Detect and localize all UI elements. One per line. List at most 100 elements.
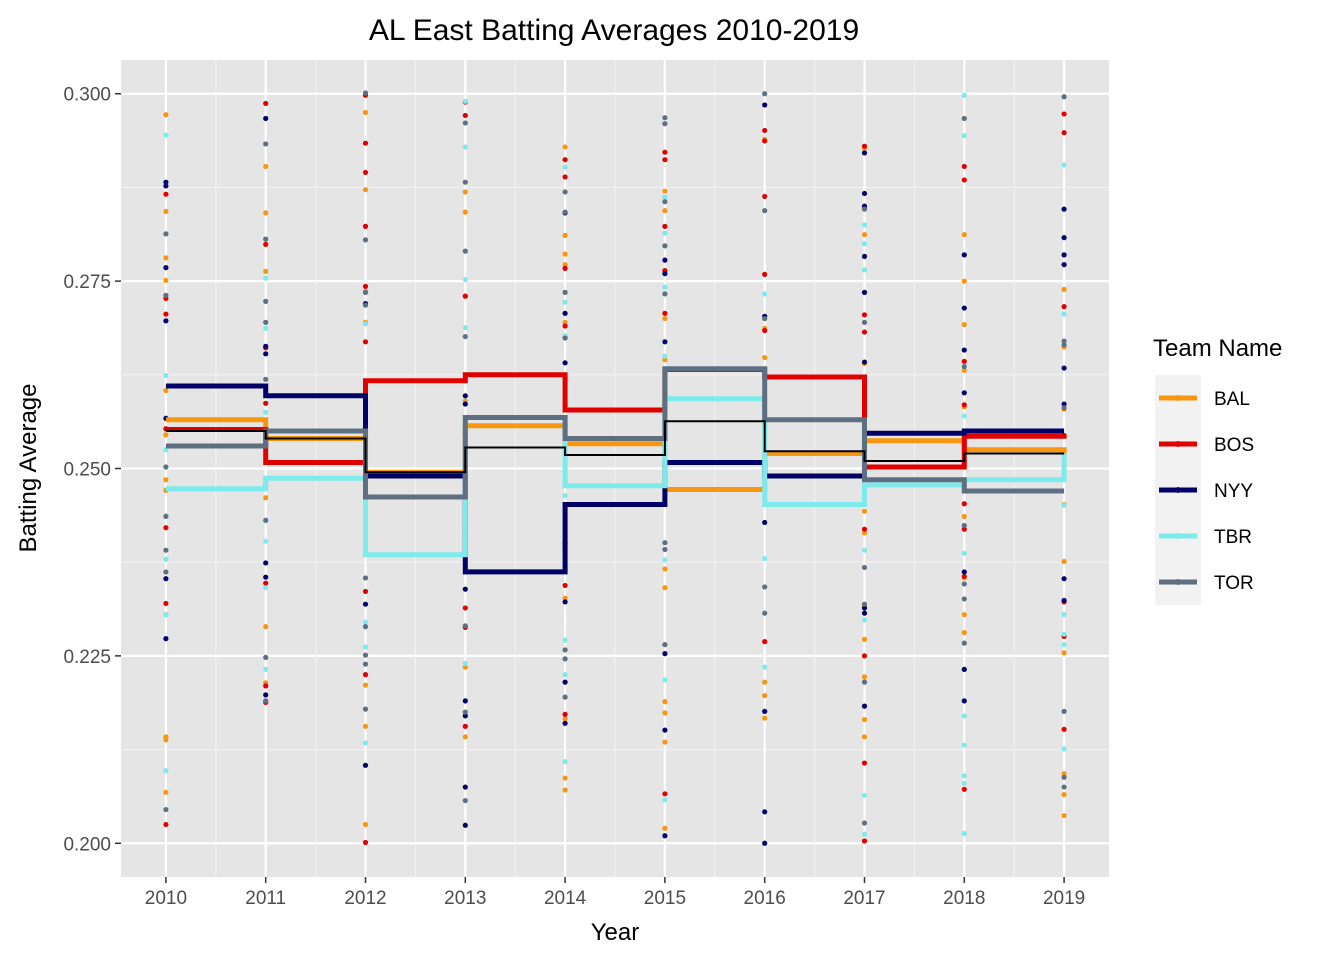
player-point-tor [263,698,269,704]
player-point-nyy [362,762,369,768]
player-point-bos [462,112,468,119]
player-point-bos [662,791,668,797]
player-point-tbr [861,547,868,553]
player-point-tbr [163,556,169,562]
player-point-bal [662,188,668,194]
player-point-nyy [861,253,868,259]
player-point-bal [861,508,868,514]
player-point-tbr [362,740,369,746]
player-point-nyy [562,360,568,366]
player-point-tbr [861,792,868,798]
player-point-bal [263,268,269,274]
player-point-tor [662,199,668,205]
player-point-bal [562,262,568,268]
series-lines [165,366,1067,575]
player-point-tor [662,121,668,127]
player-point-tor [562,289,568,295]
player-point-tbr [1061,162,1067,168]
player-point-bos [961,177,967,183]
player-point-tbr [861,831,868,837]
player-point-bal [562,787,568,793]
x-tick-label: 2019 [1043,888,1085,909]
player-point-bos [961,358,967,364]
player-point-tor [562,656,568,662]
y-tick-label: 0.200 [63,834,111,855]
player-point-bal [562,716,568,722]
x-tick-label: 2018 [943,888,985,909]
player-point-tor [163,513,169,520]
player-point-nyy [263,574,269,580]
player-point-nyy [762,519,768,526]
legend-label: NYY [1214,481,1253,502]
player-point-bos [1061,726,1067,732]
player-point-bos [362,588,369,595]
player-point-nyy [961,390,967,396]
player-point-bal [562,775,568,781]
player-point-tor [462,709,468,715]
player-point-bal [362,682,369,688]
y-tick-label: 0.250 [63,460,111,481]
player-point-bos [263,100,269,107]
player-point-bos [562,174,568,180]
player-point-bos [163,311,169,317]
player-point-bal [362,723,369,729]
player-point-bos [562,323,568,329]
player-point-nyy [562,599,568,605]
player-point-bos [662,149,668,155]
player-point-bal [662,208,668,214]
player-point-nyy [362,601,369,607]
player-point-bos [1061,111,1067,117]
player-point-bal [961,513,967,520]
player-point-bal [362,187,369,193]
player-point-nyy [662,727,668,733]
player-point-bal [163,277,169,283]
player-point-tbr [762,291,768,297]
player-point-tbr [163,372,169,379]
player-point-bal [961,232,967,238]
player-point-nyy [961,252,967,258]
player-point-bos [762,271,768,277]
player-point-bos [362,223,369,229]
legend-item-tor: TOR [1155,559,1254,605]
player-point-bal [861,716,868,723]
player-point-bos [662,223,668,229]
player-point-bos [263,683,269,689]
player-point-bal [562,251,568,257]
player-point-tor [562,335,568,341]
player-point-nyy [562,720,568,726]
player-point-bos [662,310,668,316]
player-point-tor [861,820,868,826]
player-point-nyy [462,586,468,592]
player-point-tor [1061,338,1067,344]
player-point-tbr [961,413,967,419]
player-point-tbr [662,194,668,200]
player-point-bal [163,112,169,118]
player-point-tor [861,564,868,571]
player-point-tbr [861,617,868,623]
player-point-tbr [662,284,668,290]
player-point-tor [362,661,369,667]
legend-item-nyy: NYY [1155,467,1253,513]
player-point-bos [462,605,468,611]
player-point-nyy [1061,597,1067,604]
player-point-bos [362,339,369,345]
player-point-bos [1061,130,1067,136]
y-tick-label: 0.225 [63,647,111,668]
player-point-tor [662,546,668,553]
player-point-tor [961,115,967,122]
player-point-bos [762,327,768,334]
player-point-bos [562,582,568,589]
player-point-bal [861,530,868,536]
player-point-tbr [362,644,369,650]
legend-key-point [1175,395,1181,401]
player-point-nyy [1061,252,1067,258]
player-point-bal [662,710,668,716]
player-point-nyy [263,351,269,357]
player-point-nyy [961,666,967,672]
player-point-nyy [1061,365,1067,371]
player-point-tor [762,208,768,214]
player-point-tor [562,647,568,653]
player-point-nyy [961,698,967,704]
player-point-nyy [762,809,768,815]
player-point-tor [961,363,967,370]
